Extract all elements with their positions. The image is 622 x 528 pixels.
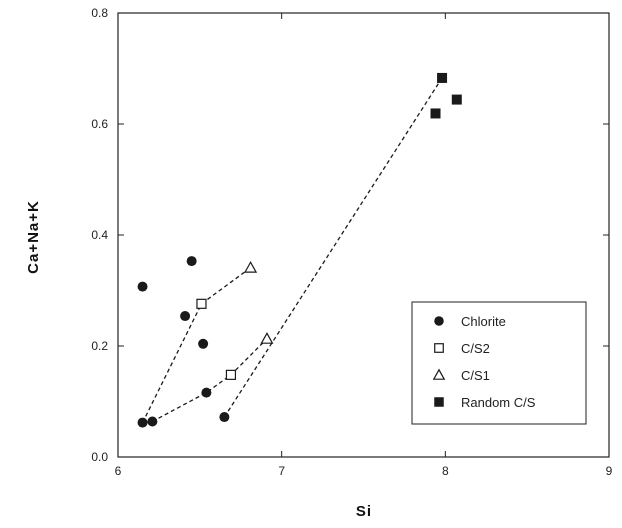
x-tick-labels: 6 7 8 9 [115, 464, 613, 478]
point-chlorite [147, 416, 158, 427]
legend-marker [434, 316, 444, 326]
legend-label: Random C/S [461, 395, 536, 410]
point-random-c-s [437, 72, 448, 83]
point-chlorite [180, 311, 191, 322]
point-random-c-s [451, 94, 462, 105]
legend-label: C/S2 [461, 341, 490, 356]
point-c-s1 [260, 332, 274, 344]
point-random-c-s [430, 108, 441, 119]
point-c-s1 [244, 261, 258, 273]
point-chlorite [186, 256, 197, 267]
point-c-s2 [225, 369, 237, 380]
trend-line [152, 338, 268, 423]
x-axis-title: Si [356, 503, 372, 520]
axis-ticks [117, 12, 610, 458]
y-tick-labels: 0.0 0.2 0.4 0.6 0.8 [91, 6, 108, 464]
data-points [137, 72, 462, 428]
trend-lines [142, 77, 443, 423]
legend-label: C/S1 [461, 368, 490, 383]
point-chlorite [198, 338, 209, 349]
point-chlorite [201, 387, 212, 398]
point-chlorite [137, 417, 148, 428]
point-chlorite [137, 281, 148, 292]
point-c-s2 [196, 298, 207, 309]
x-tick-label: 7 [278, 464, 285, 478]
x-tick-label: 8 [442, 464, 449, 478]
trend-line [223, 77, 443, 418]
x-tick-label: 6 [115, 464, 122, 478]
legend-label: Chlorite [461, 314, 506, 329]
y-tick-label: 0.8 [91, 6, 108, 20]
x-tick-label: 9 [606, 464, 613, 478]
y-tick-label: 0.4 [91, 228, 108, 242]
y-axis-title: Ca+Na+K [25, 200, 42, 274]
legend-marker [432, 368, 446, 380]
y-tick-label: 0.6 [91, 117, 108, 131]
point-chlorite [219, 412, 230, 423]
legend: Chlorite C/S2 C/S1 Random C/S [411, 301, 587, 425]
trend-line [142, 267, 251, 423]
y-tick-label: 0.2 [91, 339, 108, 353]
legend-marker [434, 397, 444, 407]
y-tick-label: 0.0 [91, 450, 108, 464]
legend-marker [434, 343, 444, 353]
